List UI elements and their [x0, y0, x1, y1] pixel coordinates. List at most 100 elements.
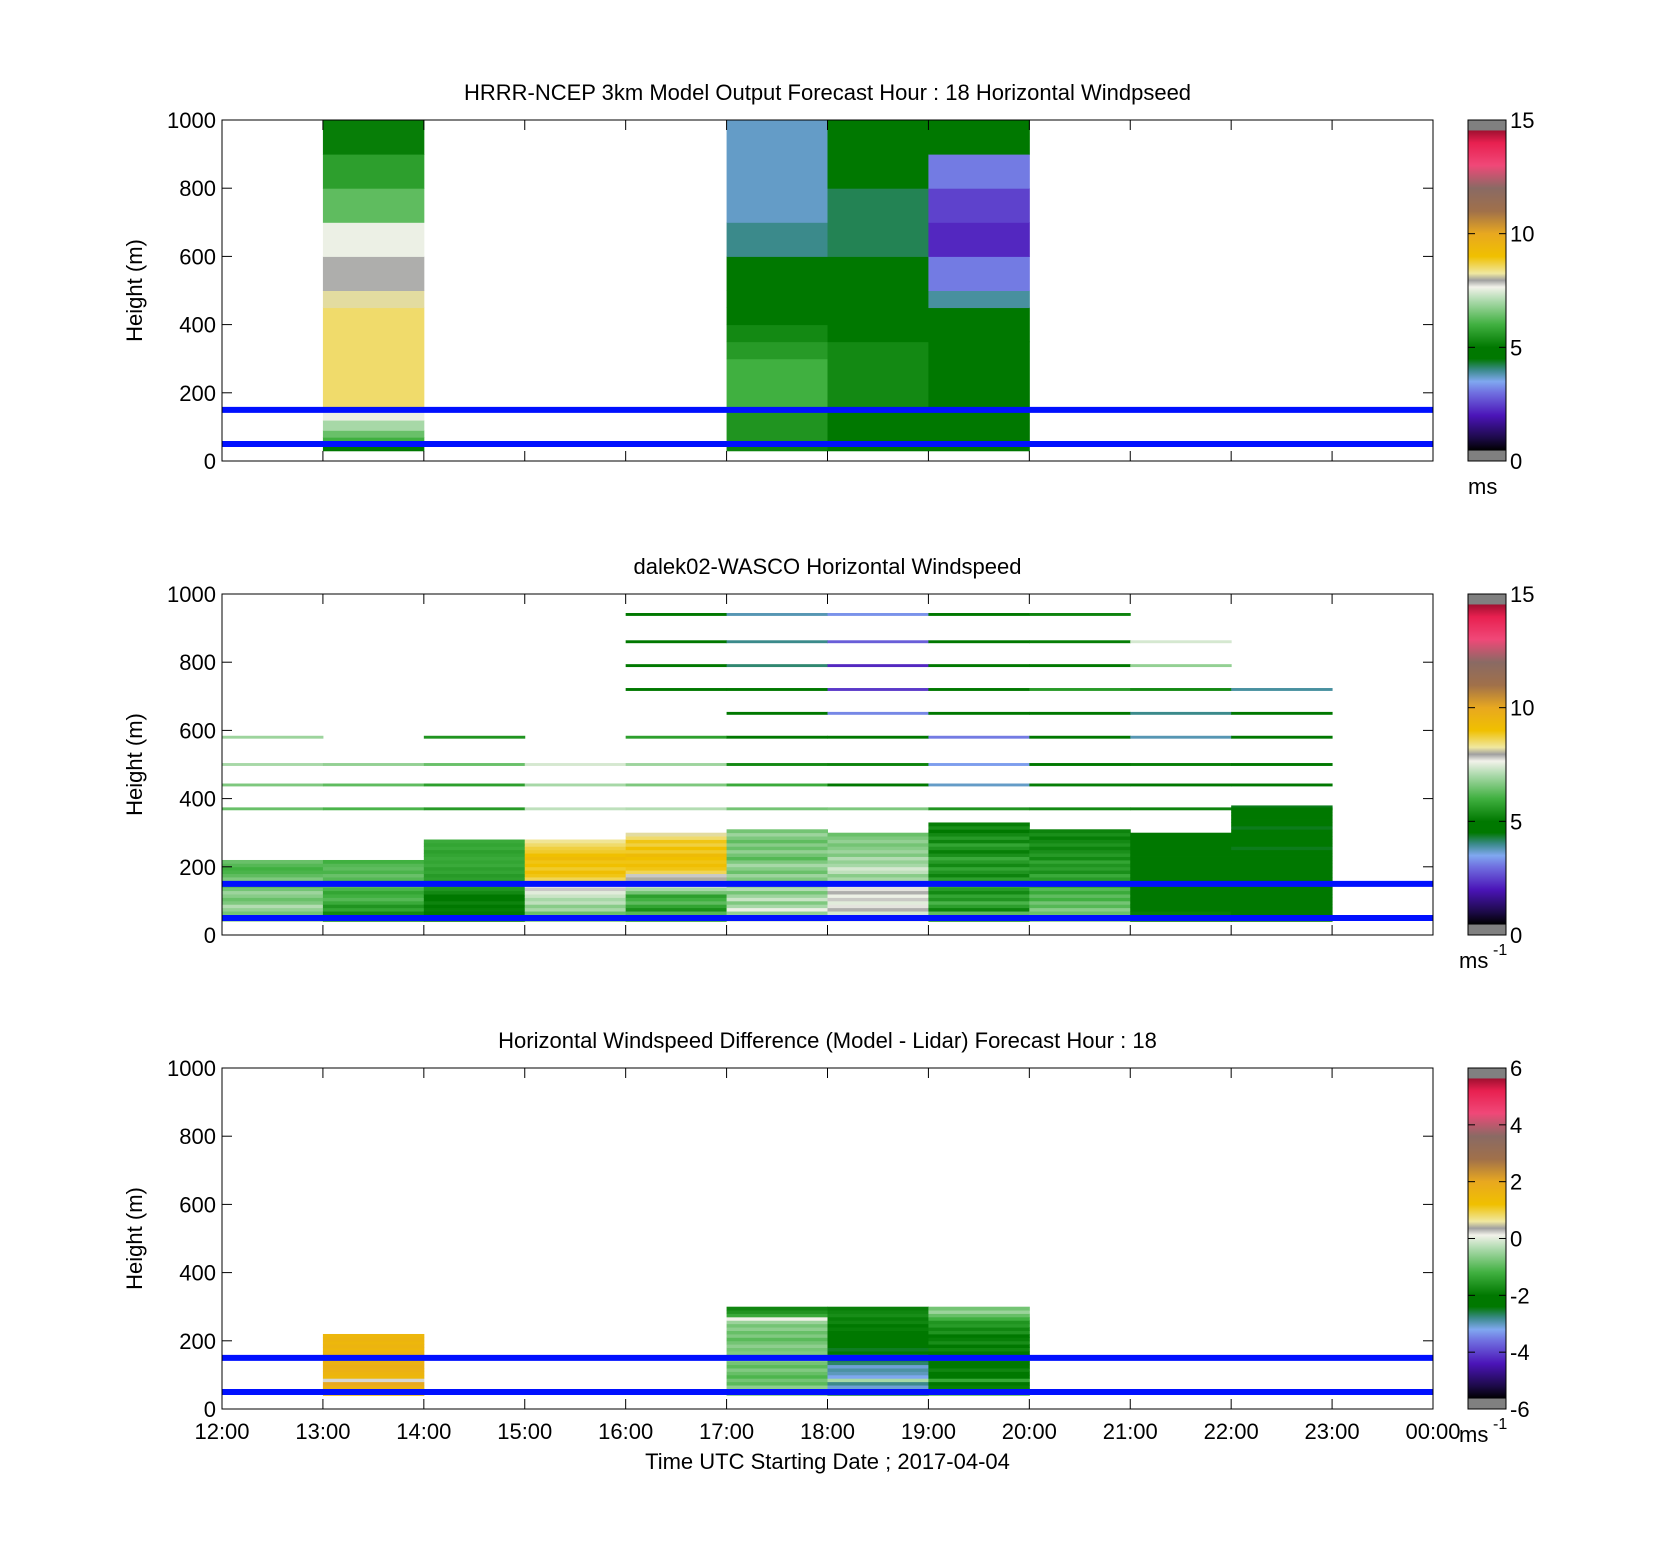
heatmap-cell	[322, 1378, 425, 1383]
colorbar-tick-label: 15	[1510, 582, 1534, 607]
heatmap-cell	[928, 866, 1030, 871]
heatmap-cell	[625, 846, 728, 851]
heatmap-cell	[1130, 859, 1232, 864]
heatmap-cell	[1029, 863, 1131, 868]
panel-title: HRRR-NCEP 3km Model Output Forecast Hour…	[464, 80, 1191, 105]
heatmap-cell	[928, 1327, 1030, 1331]
heatmap-cell	[726, 1310, 828, 1314]
colorbar-ramp	[1467, 119, 1507, 462]
heatmap-cell	[827, 1333, 929, 1338]
x-tick-label: 13:00	[295, 1419, 350, 1444]
heatmap-cell	[524, 870, 627, 875]
heatmap-cell	[625, 904, 728, 909]
x-tick-label: 17:00	[699, 1419, 754, 1444]
heatmap-cell	[625, 897, 728, 902]
heatmap-cell	[827, 842, 929, 847]
heatmap-cell	[726, 849, 828, 854]
heatmap-cell	[726, 688, 828, 691]
heatmap-cell	[1130, 904, 1232, 909]
heatmap-cell	[1130, 763, 1232, 766]
heatmap-cell	[322, 877, 425, 881]
heatmap-cell	[625, 877, 728, 881]
heatmap-cell	[1029, 870, 1131, 875]
heatmap-cell	[1029, 890, 1131, 895]
heatmap-cell	[928, 836, 1030, 840]
heatmap-cell	[1029, 900, 1131, 905]
heatmap-cell	[1130, 849, 1232, 854]
heatmap-cell	[726, 1333, 828, 1338]
heatmap-cell	[524, 887, 627, 892]
heatmap-cell	[1231, 849, 1333, 854]
heatmap-cell	[726, 877, 828, 881]
heatmap-cell	[322, 1371, 425, 1376]
heatmap-cell	[726, 1371, 828, 1376]
heatmap-cell	[1130, 856, 1232, 861]
heatmap-cell	[827, 1327, 929, 1331]
x-tick-label: 23:00	[1305, 1419, 1360, 1444]
heatmap-cell	[1231, 829, 1333, 834]
heatmap-cell	[222, 911, 324, 915]
heatmap-cell	[625, 832, 728, 837]
heatmap-cell	[625, 863, 728, 868]
heatmap-cell	[827, 873, 929, 878]
heatmap-cell	[1231, 842, 1333, 847]
heatmap-cell	[827, 711, 929, 715]
colorbar-unit: ms	[1459, 1422, 1488, 1447]
heatmap-cell	[1130, 711, 1232, 715]
heatmap-cell	[726, 735, 828, 739]
heatmap-cell	[827, 904, 929, 909]
heatmap-cell	[928, 1323, 1030, 1328]
colorbar-unit-exponent: -1	[1493, 1416, 1507, 1433]
heatmap-cell	[1130, 807, 1232, 811]
heatmap-cell	[524, 873, 627, 878]
heatmap-cell	[222, 859, 324, 864]
heatmap-cell	[928, 849, 1030, 854]
heatmap-cell	[928, 1310, 1030, 1314]
heatmap-cell	[928, 1330, 1030, 1335]
heatmap-cell	[928, 783, 1030, 787]
heatmap-cell	[322, 1337, 425, 1342]
heatmap-cell	[322, 870, 425, 875]
heatmap-cell	[322, 894, 425, 898]
heatmap-cell	[928, 1371, 1030, 1376]
heatmap-cell	[726, 1364, 828, 1369]
heatmap-cell	[827, 866, 929, 871]
heatmap-cell	[322, 1361, 425, 1366]
heatmap-cell	[1231, 815, 1333, 820]
heatmap-cell	[726, 1347, 828, 1352]
heatmap-cell	[928, 188, 1030, 223]
x-tick-label: 21:00	[1103, 1419, 1158, 1444]
heatmap-cell	[726, 842, 828, 847]
heatmap-cell	[928, 897, 1030, 902]
heatmap-cell	[524, 897, 627, 902]
heatmap-cell	[1029, 842, 1131, 847]
heatmap-cell	[625, 890, 728, 895]
heatmap-cell	[726, 1374, 828, 1379]
heatmap-cell	[1130, 897, 1232, 902]
heatmap-cell	[1029, 807, 1131, 811]
colorbar-tick-label: 15	[1510, 108, 1534, 133]
heatmap-cell	[322, 1347, 425, 1352]
heatmap-cell	[1231, 870, 1333, 875]
heatmap-cell	[1231, 911, 1333, 915]
colorbar-ramp	[1467, 593, 1507, 936]
colorbar-tick-label: -6	[1510, 1397, 1530, 1422]
heatmap-cell	[1029, 853, 1131, 857]
heatmap-cell	[827, 1310, 929, 1314]
heatmap-cell	[1029, 664, 1131, 668]
y-tick-label: 0	[204, 923, 216, 948]
colorbar-tick-label: 6	[1510, 1056, 1522, 1081]
y-tick-label: 200	[179, 855, 216, 880]
heatmap-cell	[524, 907, 627, 912]
heatmap-cell	[726, 324, 828, 343]
heatmap-cell	[726, 711, 828, 715]
heatmap-cell	[726, 290, 828, 309]
heatmap-cell	[524, 900, 627, 905]
heatmap-cell	[726, 890, 828, 895]
x-tick-label: 15:00	[497, 1419, 552, 1444]
heatmap-cell	[1130, 853, 1232, 857]
y-axis-label: Height (m)	[122, 239, 147, 342]
heatmap-cell	[423, 887, 526, 892]
colorbar: -6 -4 -2 0 2 4 6 ms -1	[1459, 1056, 1530, 1447]
heatmap-cell	[827, 1381, 929, 1386]
